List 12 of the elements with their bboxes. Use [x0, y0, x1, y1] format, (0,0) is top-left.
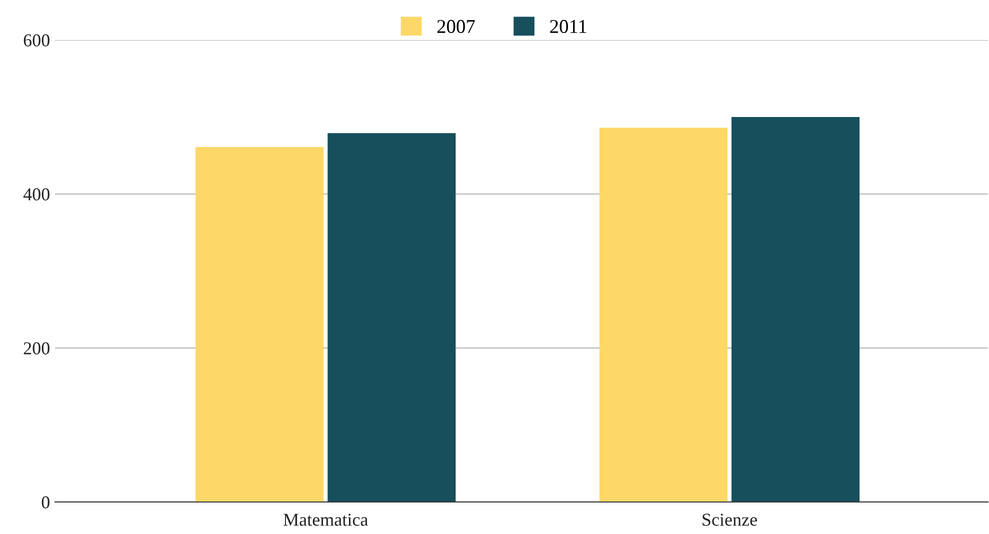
bar	[599, 128, 728, 502]
legend-label: 2007	[437, 20, 475, 34]
x-tick-label: Scienze	[702, 514, 757, 526]
bar	[732, 117, 860, 502]
y-tick-label: 0	[42, 496, 50, 508]
y-tick-label: 200	[24, 342, 50, 354]
bar	[196, 147, 324, 502]
bar	[328, 133, 456, 502]
legend-label: 2011	[550, 20, 586, 34]
x-tick-label: Matematica	[284, 514, 368, 526]
y-tick-label: 600	[24, 34, 50, 46]
y-tick-label: 400	[23, 188, 50, 200]
